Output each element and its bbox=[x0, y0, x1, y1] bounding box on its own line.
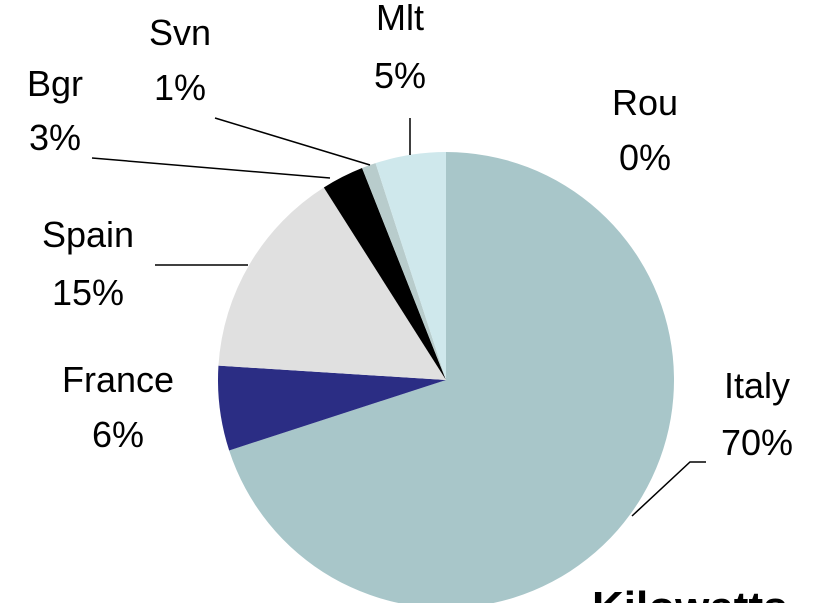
slice-label: France bbox=[62, 359, 174, 400]
leader-line bbox=[91, 157, 331, 179]
slice-value-label: 0% bbox=[619, 137, 671, 178]
chart-subtitle: Kilowatts bbox=[592, 583, 788, 603]
slice-value-label: 3% bbox=[29, 117, 81, 158]
pie-slice bbox=[218, 365, 446, 451]
slice-value-label: 1% bbox=[154, 67, 206, 108]
slice-value-label: 6% bbox=[92, 414, 144, 455]
slice-value-label: 70% bbox=[721, 422, 793, 463]
leader-line bbox=[214, 117, 371, 166]
pie-slice bbox=[323, 168, 446, 380]
slice-label: Rou bbox=[612, 82, 678, 123]
slice-value-label: 15% bbox=[52, 272, 124, 313]
pie-slice bbox=[362, 163, 446, 380]
pie-slice bbox=[375, 152, 446, 380]
pie-slice bbox=[229, 152, 674, 603]
slice-label: Svn bbox=[149, 12, 211, 53]
slice-label: Spain bbox=[42, 214, 134, 255]
slice-label: Mlt bbox=[376, 0, 424, 38]
slice-label: Bgr bbox=[27, 63, 83, 104]
pie-slice bbox=[218, 187, 446, 380]
slice-label: Italy bbox=[724, 365, 790, 406]
leader-line bbox=[631, 461, 706, 517]
slice-value-label: 5% bbox=[374, 55, 426, 96]
